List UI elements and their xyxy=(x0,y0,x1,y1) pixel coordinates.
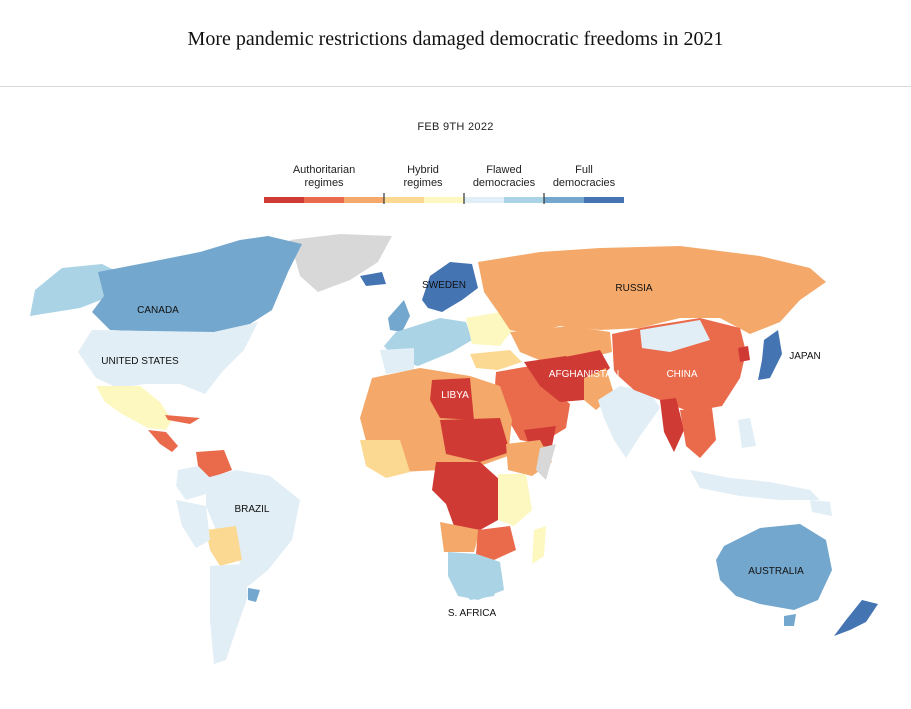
legend-swatch xyxy=(424,197,464,203)
legend-swatch xyxy=(264,197,304,203)
region-canada xyxy=(92,236,302,334)
region-argentina xyxy=(210,564,248,664)
region-alaska xyxy=(30,264,118,316)
region-zambia xyxy=(476,526,516,560)
legend-label-authoritarian: Authoritarian regimes xyxy=(292,164,356,189)
legend-swatch xyxy=(344,197,384,203)
label-brazil: BRAZIL xyxy=(234,504,269,515)
region-sudan xyxy=(440,418,510,462)
region-central-africa xyxy=(432,462,500,530)
legend-swatch xyxy=(304,197,344,203)
region-new-zealand xyxy=(834,600,878,636)
label-sweden: SWEDEN xyxy=(422,280,466,291)
legend-swatch xyxy=(464,197,504,203)
region-colombia xyxy=(176,466,210,500)
legend-color-scale xyxy=(264,193,624,204)
chart-title: More pandemic restrictions damaged democ… xyxy=(187,28,724,50)
label-japan: JAPAN xyxy=(789,351,821,362)
legend-swatch xyxy=(384,197,424,203)
label-south-africa: S. AFRICA xyxy=(448,608,497,619)
region-venezuela xyxy=(196,450,232,478)
region-middle-east xyxy=(494,366,570,444)
region-north-korea xyxy=(738,346,750,362)
region-mexico xyxy=(96,386,172,430)
region-iberia xyxy=(380,348,414,374)
region-philippines xyxy=(738,418,756,448)
region-bolivia xyxy=(206,526,242,566)
label-afghanistan: AFGHANISTAN xyxy=(549,369,619,380)
label-canada: CANADA xyxy=(137,305,179,316)
region-myanmar xyxy=(660,398,684,452)
label-australia: AUSTRALIA xyxy=(748,566,804,577)
region-united-states xyxy=(78,322,258,394)
region-scandinavia xyxy=(422,262,478,312)
region-iceland xyxy=(360,272,386,286)
region-brazil xyxy=(206,470,300,588)
legend-label-hybrid: Hybrid regimes xyxy=(403,164,443,189)
region-australia xyxy=(716,524,832,610)
label-china: CHINA xyxy=(666,369,697,380)
region-peru xyxy=(176,500,210,548)
region-eastern-europe xyxy=(466,312,514,346)
region-greenland xyxy=(290,234,392,292)
legend-label-full: Full democracies xyxy=(552,164,616,189)
legend-swatch xyxy=(584,197,624,203)
region-mongolia xyxy=(640,320,710,352)
label-united-states: UNITED STATES xyxy=(101,356,179,367)
region-south-africa xyxy=(456,578,500,600)
region-indonesia xyxy=(690,470,820,500)
region-central-america xyxy=(148,430,178,452)
region-uk xyxy=(388,300,410,332)
region-cuba xyxy=(165,415,200,424)
region-southeast-asia xyxy=(680,408,716,458)
region-japan xyxy=(758,330,782,380)
label-libya: LIBYA xyxy=(441,390,469,401)
region-india xyxy=(598,386,660,458)
world-map: CANADA UNITED STATES BRAZIL SWEDEN RUSSI… xyxy=(30,234,878,664)
region-tasmania xyxy=(784,614,796,626)
region-russia xyxy=(478,246,826,334)
region-madagascar xyxy=(532,526,546,564)
region-turkey xyxy=(470,350,522,370)
region-east-africa xyxy=(498,474,532,526)
region-angola xyxy=(440,522,480,552)
legend-label-flawed: Flawed democracies xyxy=(472,164,536,189)
region-libya xyxy=(430,378,474,420)
region-png xyxy=(810,500,832,516)
header-divider xyxy=(0,86,911,87)
legend-swatch xyxy=(544,197,584,203)
date-label: FEB 9TH 2022 xyxy=(417,121,494,133)
legend-swatch xyxy=(504,197,544,203)
region-uruguay xyxy=(248,588,260,602)
region-somalia xyxy=(536,444,556,480)
label-russia: RUSSIA xyxy=(615,283,653,294)
region-west-africa xyxy=(360,440,410,478)
